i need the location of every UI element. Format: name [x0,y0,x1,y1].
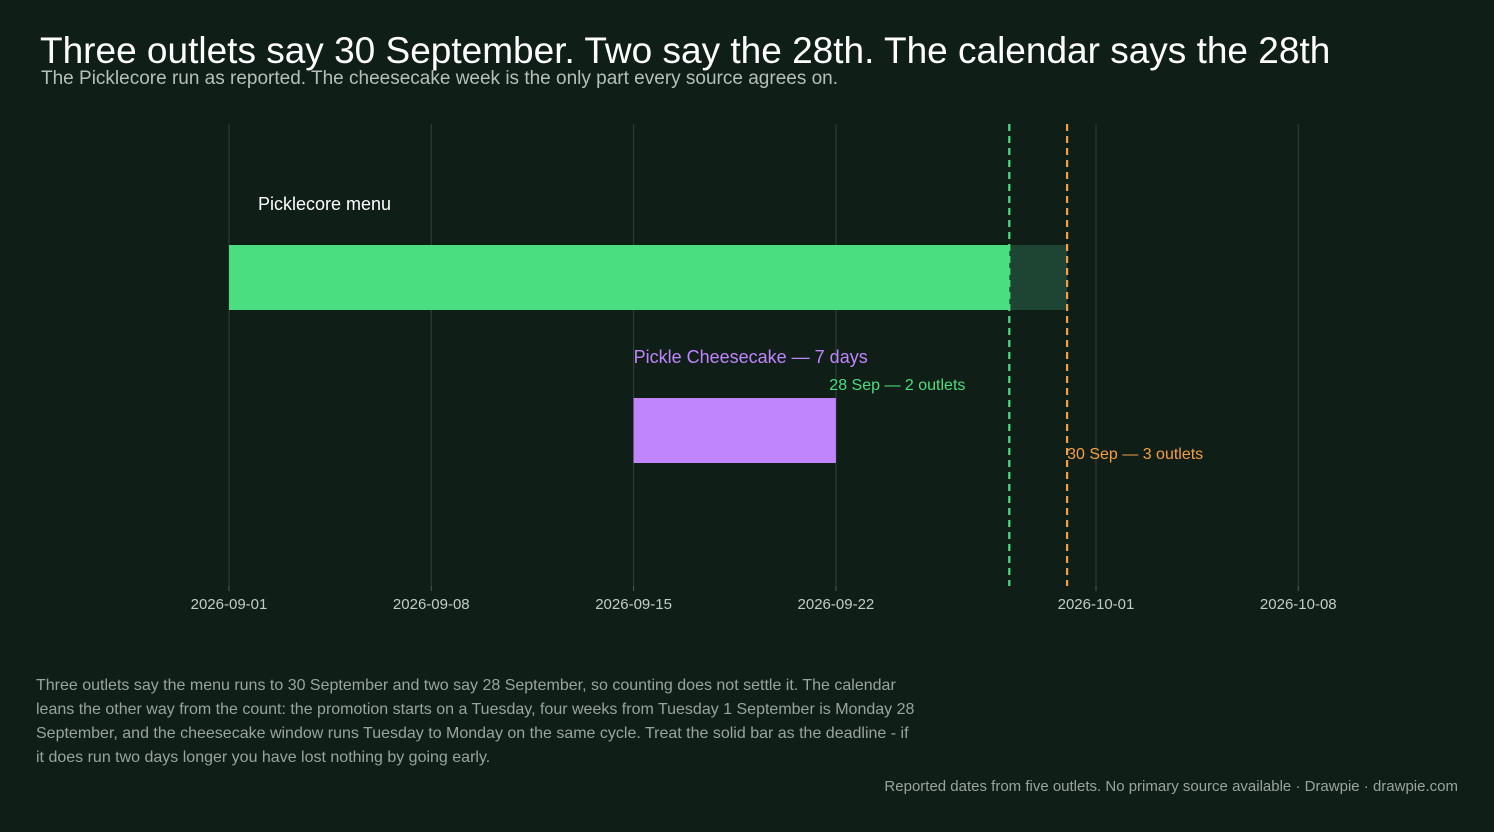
marker-label: 28 Sep — 2 outlets [829,377,965,394]
x-tick-label: 2026-09-08 [393,596,470,613]
explanatory-note: Three outlets say the menu runs to 30 Se… [36,677,915,766]
x-tick-label: 2026-09-15 [595,596,672,613]
x-tick-label: 2026-10-08 [1260,596,1337,613]
chart-subtitle: The Picklecore run as reported. The chee… [41,68,839,89]
task-bar [633,398,836,463]
gantt-chart: Picklecore menu Pickle Cheesecake — 7 day… [191,124,1337,613]
x-tick-label: 2026-09-22 [798,596,875,613]
chart-title: Three outlets say 30 September. Two say … [40,30,1331,71]
task-label: Picklecore menu [258,194,391,214]
x-tick-label: 2026-10-01 [1058,596,1135,613]
source-footer: Reported dates from five outlets. No pri… [884,778,1458,795]
task-bar [229,245,1010,310]
marker-label: 30 Sep — 3 outlets [1067,446,1203,463]
task-label: Pickle Cheesecake — 7 days [634,347,868,367]
bar-extension [1009,245,1068,310]
x-tick-label: 2026-09-01 [191,596,268,613]
